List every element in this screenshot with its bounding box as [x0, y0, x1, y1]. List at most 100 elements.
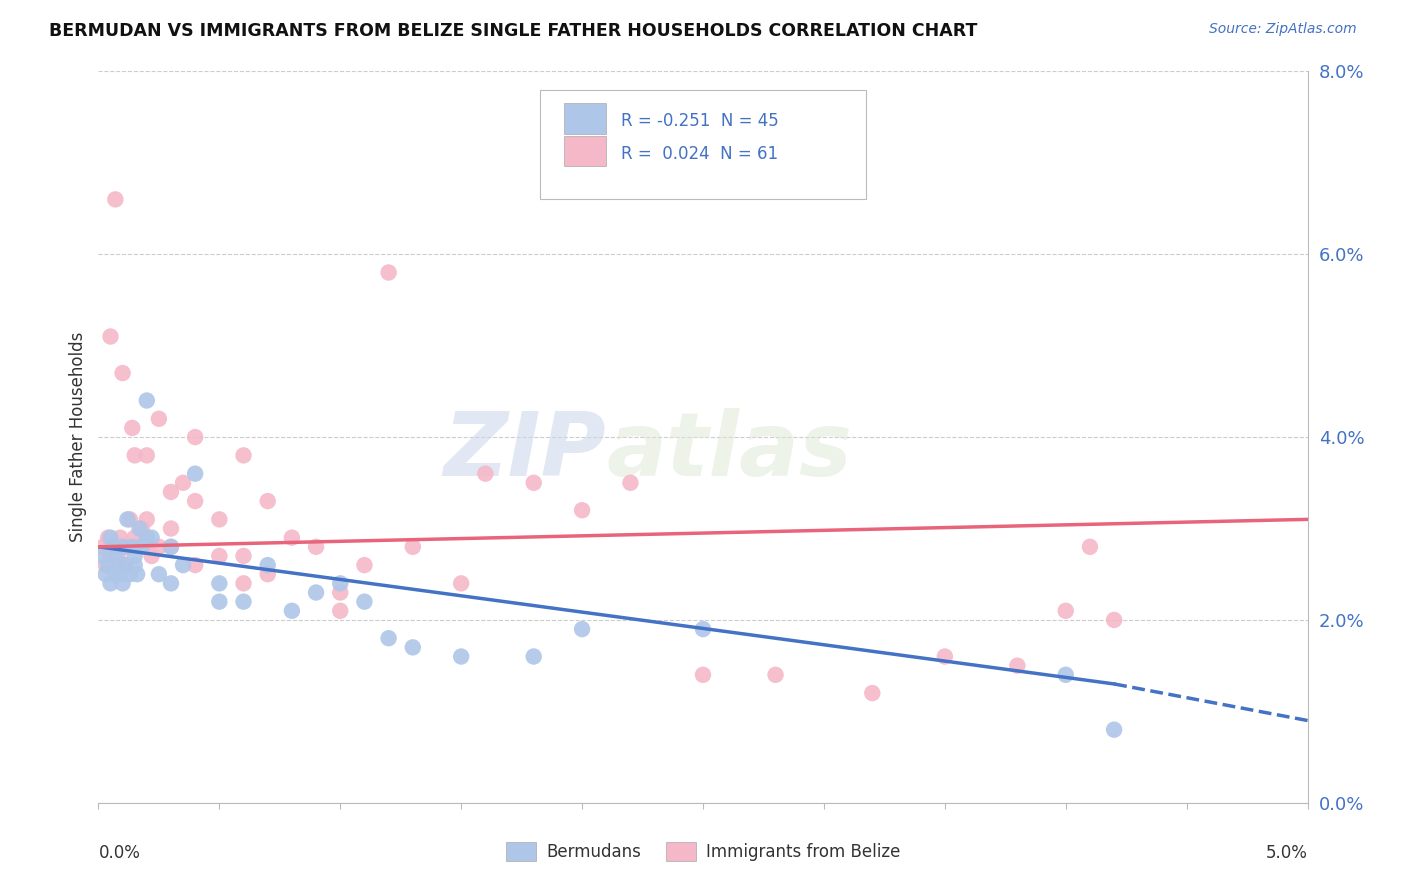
- Point: [256, 494, 278, 508]
- Point: [100, 576, 122, 591]
- Point: [571, 503, 593, 517]
- Point: [101, 540, 124, 554]
- Point: [474, 467, 496, 481]
- Point: [377, 266, 399, 280]
- Text: atlas: atlas: [606, 409, 852, 495]
- Point: [619, 475, 641, 490]
- Point: [402, 640, 425, 655]
- Point: [1007, 658, 1029, 673]
- Point: [135, 512, 157, 526]
- Point: [1078, 540, 1101, 554]
- Point: [450, 576, 472, 591]
- Point: [208, 512, 231, 526]
- Point: [934, 649, 956, 664]
- Point: [135, 449, 157, 463]
- Point: [100, 549, 122, 563]
- Point: [148, 567, 170, 582]
- Point: [117, 540, 139, 554]
- Point: [108, 567, 131, 582]
- Text: BERMUDAN VS IMMIGRANTS FROM BELIZE SINGLE FATHER HOUSEHOLDS CORRELATION CHART: BERMUDAN VS IMMIGRANTS FROM BELIZE SINGL…: [49, 22, 977, 40]
- Point: [208, 595, 231, 609]
- Point: [97, 558, 120, 573]
- Point: [101, 540, 124, 554]
- Point: [118, 567, 141, 582]
- FancyBboxPatch shape: [564, 136, 606, 167]
- Point: [131, 521, 153, 535]
- Point: [131, 540, 153, 554]
- FancyBboxPatch shape: [564, 103, 606, 134]
- Point: [124, 449, 146, 463]
- Point: [1054, 604, 1077, 618]
- Point: [172, 558, 194, 573]
- Point: [111, 576, 134, 591]
- Point: [111, 540, 134, 554]
- Point: [571, 622, 593, 636]
- Point: [111, 366, 134, 380]
- Point: [114, 558, 136, 573]
- Point: [94, 558, 117, 573]
- Point: [402, 540, 425, 554]
- Point: [111, 540, 134, 554]
- Point: [208, 576, 231, 591]
- Point: [353, 595, 375, 609]
- Point: [160, 485, 183, 500]
- Point: [377, 632, 399, 646]
- Point: [232, 549, 254, 563]
- Point: [128, 540, 150, 554]
- Point: [172, 475, 194, 490]
- Point: [107, 549, 129, 563]
- Point: [256, 558, 278, 573]
- Text: Source: ZipAtlas.com: Source: ZipAtlas.com: [1209, 22, 1357, 37]
- Point: [256, 567, 278, 582]
- Text: R =  0.024  N = 61: R = 0.024 N = 61: [621, 145, 778, 163]
- Point: [765, 667, 787, 681]
- Point: [208, 549, 231, 563]
- Point: [104, 549, 127, 563]
- Point: [141, 549, 163, 563]
- Point: [100, 329, 122, 343]
- Point: [184, 430, 207, 444]
- Point: [108, 531, 131, 545]
- Point: [184, 558, 207, 573]
- Point: [329, 576, 352, 591]
- Point: [450, 649, 472, 664]
- Point: [1054, 667, 1077, 681]
- Y-axis label: Single Father Households: Single Father Households: [69, 332, 87, 542]
- Point: [127, 540, 149, 554]
- Point: [860, 686, 883, 700]
- Point: [281, 531, 304, 545]
- Point: [305, 540, 328, 554]
- FancyBboxPatch shape: [540, 90, 866, 200]
- Point: [128, 521, 150, 535]
- Point: [232, 595, 254, 609]
- Point: [124, 558, 146, 573]
- Point: [184, 494, 207, 508]
- Point: [124, 531, 146, 545]
- Point: [104, 193, 127, 207]
- Point: [127, 567, 149, 582]
- Point: [281, 604, 304, 618]
- Point: [305, 585, 328, 599]
- Point: [121, 421, 143, 435]
- Point: [160, 540, 183, 554]
- Point: [523, 649, 546, 664]
- Point: [97, 531, 120, 545]
- Text: 5.0%: 5.0%: [1265, 844, 1308, 862]
- Point: [104, 567, 127, 582]
- Point: [692, 622, 714, 636]
- Point: [91, 549, 114, 563]
- Point: [160, 540, 183, 554]
- Point: [184, 467, 207, 481]
- Point: [329, 604, 352, 618]
- Point: [160, 576, 183, 591]
- Point: [692, 667, 714, 681]
- Point: [135, 540, 157, 554]
- Point: [135, 393, 157, 408]
- Point: [329, 585, 352, 599]
- Point: [148, 540, 170, 554]
- Point: [121, 540, 143, 554]
- Point: [160, 521, 183, 535]
- Point: [114, 558, 136, 573]
- Text: ZIP: ZIP: [443, 409, 606, 495]
- Point: [148, 412, 170, 426]
